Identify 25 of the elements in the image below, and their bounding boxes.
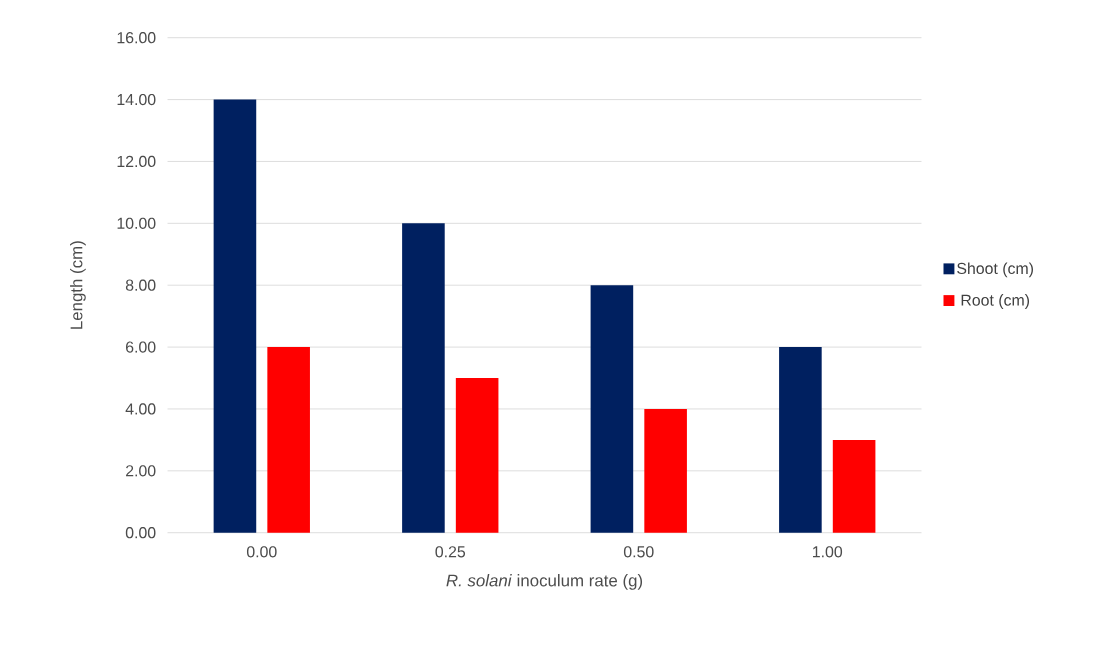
bar bbox=[832, 439, 876, 533]
y-tick-label: 4.00 bbox=[125, 403, 156, 415]
bar bbox=[779, 347, 822, 533]
y-tick-label: 6.00 bbox=[126, 341, 156, 353]
legend-label: Root (cm) bbox=[961, 294, 1030, 309]
legend-label: Shoot (cm) bbox=[957, 262, 1034, 278]
y-tick-label: 16.00 bbox=[117, 32, 156, 44]
x-tick-label: 0.50 bbox=[623, 546, 654, 558]
y-tick-label: 10.00 bbox=[117, 217, 156, 230]
y-axis-title: Length (cm) bbox=[70, 241, 86, 329]
bar bbox=[590, 285, 634, 533]
y-tick-label: 2.00 bbox=[126, 465, 156, 477]
bar bbox=[267, 347, 310, 533]
bar bbox=[402, 223, 445, 533]
bar bbox=[455, 378, 499, 533]
y-tick-label: 14.00 bbox=[117, 94, 156, 106]
y-tick-label: 0.00 bbox=[125, 527, 156, 539]
x-tick-label: 0.00 bbox=[246, 546, 277, 558]
bar bbox=[644, 409, 687, 533]
x-tick-label: 1.00 bbox=[813, 546, 843, 558]
x-tick-label: 0.25 bbox=[435, 546, 466, 558]
bar bbox=[213, 99, 257, 533]
y-tick-label: 8.00 bbox=[125, 279, 156, 291]
y-tick-label: 12.00 bbox=[117, 155, 156, 168]
x-axis-title: R. solani inoculum rate (g) bbox=[446, 574, 643, 590]
